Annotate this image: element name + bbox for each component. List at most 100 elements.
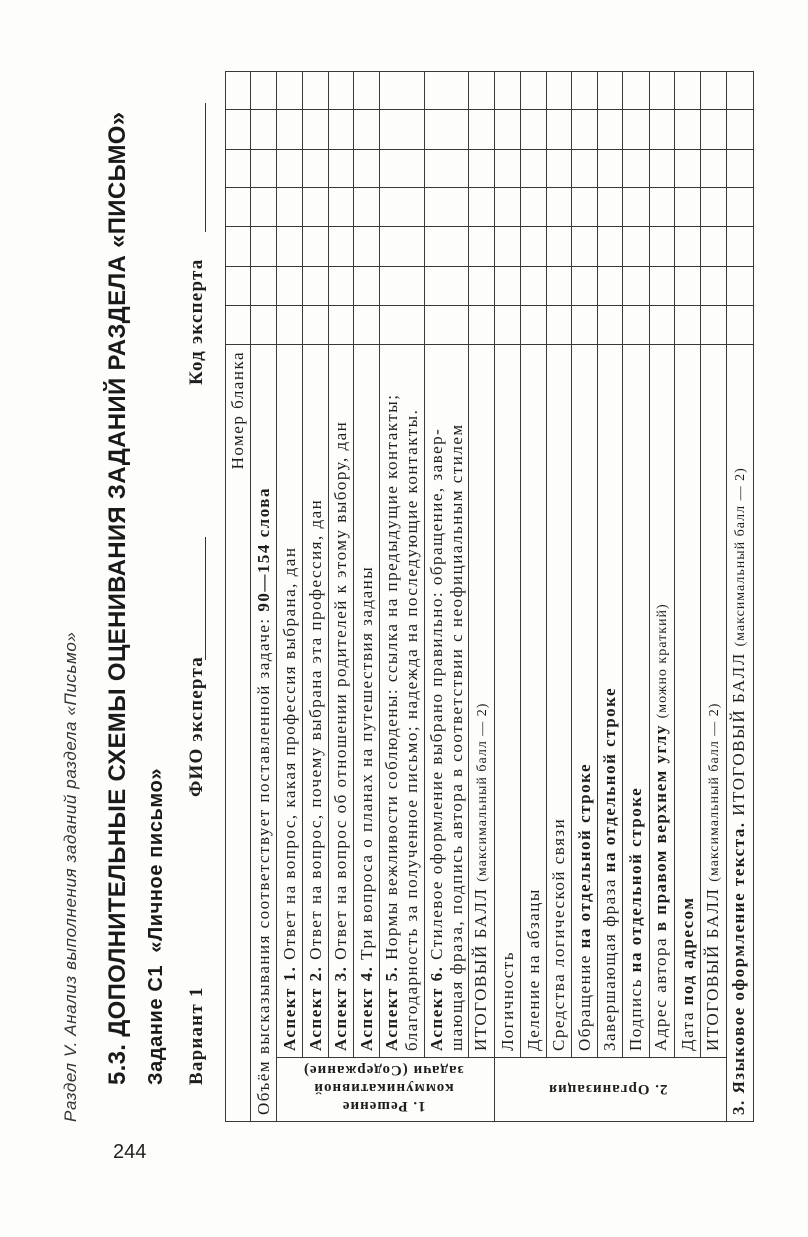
task-title: Задание С1 «Личное письмо» — [145, 767, 167, 1085]
score-cell — [494, 109, 521, 150]
score-cell — [726, 109, 754, 150]
score-cell — [353, 71, 380, 110]
criterion-text: Дата — [677, 1005, 697, 1051]
score-cell — [424, 149, 469, 188]
score-cell — [250, 71, 277, 110]
score-cell — [726, 149, 754, 188]
criterion-cell: Завершающая фраза на отдельной строке — [597, 344, 623, 1058]
criterion-row: ИТОГОВЫЙ БАЛЛ (максимальный балл — 2) — [700, 71, 727, 1122]
score-cell — [649, 71, 675, 110]
criterion-cell: Адрес автора в правом верхнем углу (можн… — [649, 344, 675, 1058]
score-cell — [674, 71, 701, 110]
score-cell — [597, 187, 623, 227]
score-cell — [674, 149, 701, 188]
score-cell — [700, 226, 727, 267]
score-cell — [546, 149, 572, 188]
criterion-row: Дата под адресом — [674, 71, 701, 1122]
criterion-row: Аспект 5. Нормы вежливости соблюдены: сс… — [379, 71, 425, 1122]
score-cell — [622, 71, 650, 110]
bold-text: Аспект 1. — [279, 965, 299, 1051]
score-cell — [328, 305, 354, 345]
score-cell — [622, 109, 650, 150]
criterion-row: Аспект 3. Ответ на вопрос об отношении р… — [328, 71, 354, 1122]
volume-row: Объём высказывания соответствует поставл… — [250, 71, 277, 1122]
bold-text: под адресом — [677, 896, 697, 1006]
criterion-text: благодарность за полученное письмо; наде… — [402, 408, 421, 1051]
score-cell — [328, 71, 354, 110]
bold-text: Аспект 4. — [356, 965, 376, 1051]
score-cell — [622, 305, 650, 345]
score-cell — [353, 266, 380, 306]
score-cell — [302, 266, 329, 306]
score-cell — [494, 226, 521, 267]
section-category-cell: 2. Организация — [494, 1057, 727, 1122]
score-cell — [546, 71, 572, 110]
score-cell — [328, 149, 354, 188]
score-cell — [700, 305, 727, 345]
score-cell — [468, 149, 495, 188]
note-text: (максимальный балл — 2) — [474, 702, 490, 882]
criterion-row: Адрес автора в правом верхнем углу (можн… — [649, 71, 675, 1122]
score-cell — [726, 305, 754, 345]
score-cell — [302, 187, 329, 227]
score-cell — [597, 305, 623, 345]
bold-text: на отдельной строке — [626, 786, 645, 973]
score-cell — [302, 226, 329, 267]
criterion-text: ИТОГОВЫЙ БАЛЛ — [702, 881, 722, 1051]
score-cell — [726, 266, 754, 306]
criterion-text: шающая фраза, подпись автора в соответст… — [446, 423, 466, 1051]
criterion-text: ИТОГОВЫЙ БАЛЛ — [470, 881, 490, 1051]
bold-text: Аспект 6. — [426, 965, 446, 1051]
expert-code-label: Код эксперта — [186, 258, 207, 385]
score-cell — [494, 266, 521, 306]
criterion-cell: ИТОГОВЫЙ БАЛЛ (максимальный балл — 2) — [468, 344, 495, 1058]
criterion-cell: Аспект 1. Ответ на вопрос, какая професс… — [276, 344, 303, 1058]
criterion-row: Завершающая фраза на отдельной строке — [597, 71, 623, 1122]
score-cell — [700, 71, 727, 110]
criterion-text: Ответ на вопрос, почему выбрана эта проф… — [305, 498, 325, 966]
criterion-row: 1. Решение коммуникативной задачи (Содержа… — [276, 71, 495, 1122]
score-cell — [520, 305, 547, 345]
score-cell — [520, 226, 547, 267]
bold-text: Аспект 5. — [382, 965, 401, 1051]
score-cell — [546, 226, 572, 267]
criterion-text: Завершающая фраза — [600, 872, 619, 1051]
score-cell — [571, 187, 598, 227]
criterion-cell: Деление на абзацы — [520, 344, 547, 1058]
score-cell — [379, 266, 425, 306]
criterion-text: Обращение — [574, 948, 594, 1051]
score-cell — [622, 187, 650, 227]
category-label-line: 2. Организация — [548, 1081, 668, 1098]
score-cell — [379, 187, 425, 227]
score-cell — [546, 305, 572, 345]
score-cell — [276, 149, 303, 188]
score-cell — [302, 305, 329, 345]
score-cell — [353, 305, 380, 345]
criterion-text: Три вопроса о планах на путешествия зада… — [356, 565, 376, 966]
score-cell — [302, 149, 329, 188]
criterion-text: Ответ на вопрос об отношении родителей к… — [331, 420, 350, 966]
score-cell — [379, 226, 425, 267]
score-cell — [726, 226, 754, 267]
section-title: 5.3. ДОПОЛНИТЕЛЬНЫЕ СХЕМЫ ОЦЕНИВАНИЯ ЗАД… — [104, 111, 131, 1085]
criterion-row: Подпись на отдельной строке — [622, 71, 650, 1122]
score-cell — [276, 226, 303, 267]
criterion-cell: Аспект 4. Три вопроса о планах на путеше… — [353, 344, 380, 1058]
criterion-row: Средства логической связи — [546, 71, 572, 1122]
score-cell — [225, 149, 251, 188]
score-cell — [225, 226, 251, 267]
score-cell — [571, 109, 598, 150]
criterion-text: Логичность — [497, 951, 517, 1051]
score-cell — [328, 226, 354, 267]
volume-criterion: Объём высказывания соответствует поставл… — [250, 344, 277, 1122]
score-cell — [302, 71, 329, 110]
score-cell — [424, 187, 469, 227]
score-cell — [424, 71, 469, 110]
score-cell — [379, 109, 425, 150]
bold-text: Аспект 3. — [331, 965, 350, 1051]
criterion-row: Аспект 2. Ответ на вопрос, почему выбран… — [302, 71, 329, 1122]
score-cell — [649, 149, 675, 188]
category-label-line: 1. Решение — [341, 1098, 425, 1114]
criterion-text: Объём высказывания соответствует поставл… — [253, 611, 273, 1115]
score-cell — [700, 109, 727, 150]
